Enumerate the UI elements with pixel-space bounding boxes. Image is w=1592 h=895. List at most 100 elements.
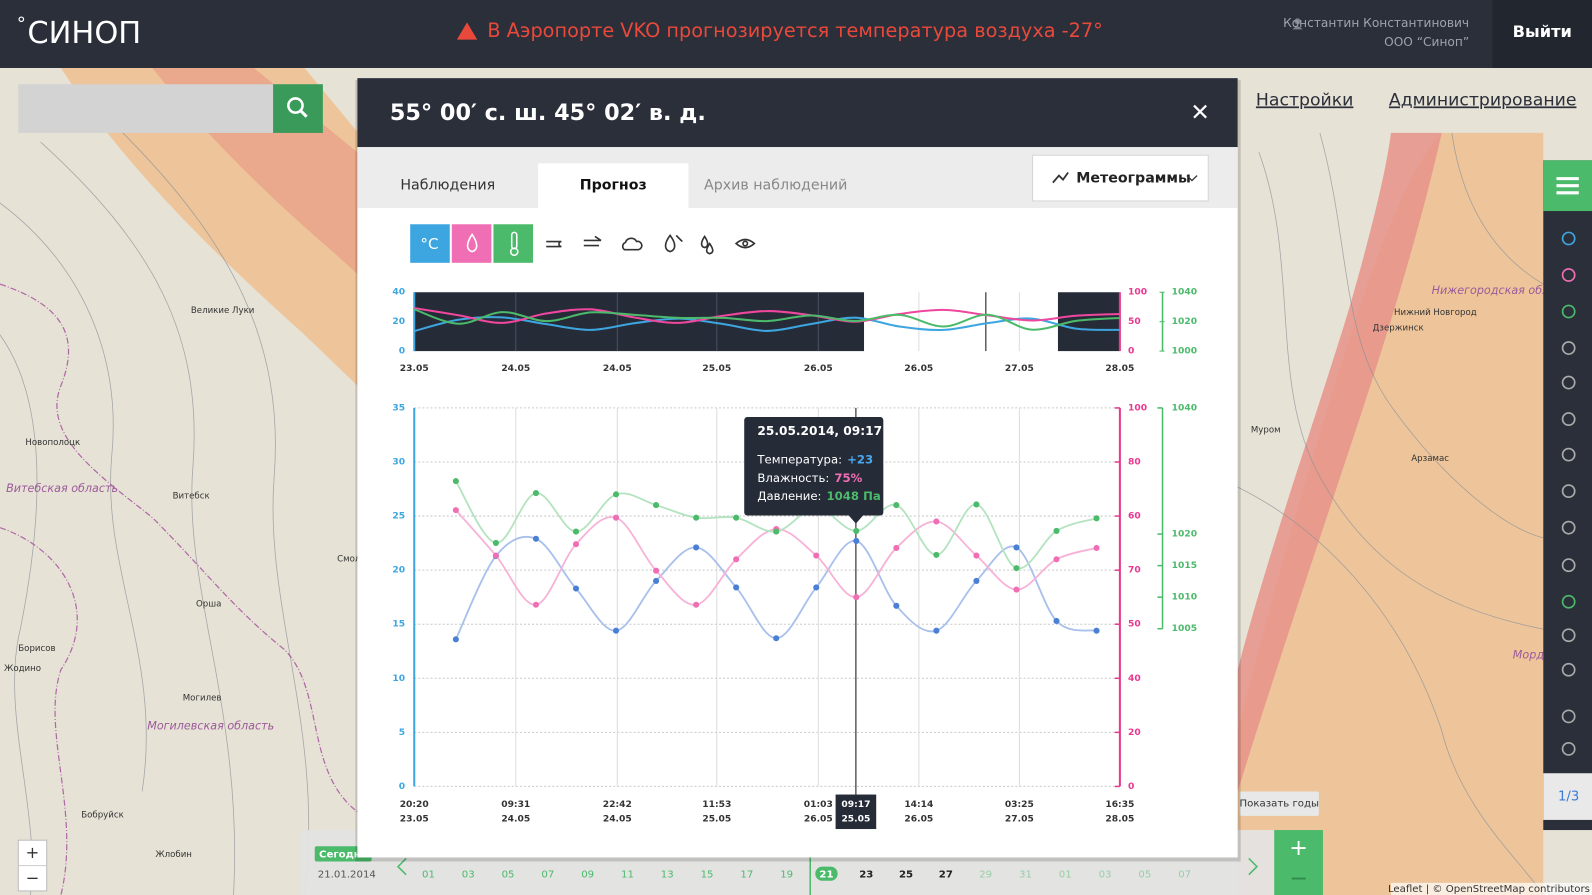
data-point	[973, 577, 980, 584]
sidebar-icon[interactable]	[1561, 628, 1576, 643]
timeline-day[interactable]: 29	[979, 870, 992, 881]
sidebar-icon[interactable]	[1561, 231, 1576, 246]
timeline-day[interactable]: 09	[581, 870, 594, 881]
cloud-icon[interactable]	[621, 237, 643, 251]
nav-link[interactable]: Администрирование	[1389, 90, 1577, 110]
sidebar-icon[interactable]	[1561, 268, 1576, 282]
sidebar-icon[interactable]	[1561, 558, 1576, 573]
sidebar-icon[interactable]	[1561, 375, 1576, 390]
y-tick-label: 25	[392, 512, 405, 522]
timeline-day[interactable]: 13	[661, 870, 674, 881]
sidebar-icon[interactable]	[1561, 594, 1576, 609]
temp-button[interactable]	[410, 224, 450, 263]
data-point	[653, 577, 660, 584]
visibility-icon[interactable]	[742, 240, 749, 247]
timeline-day[interactable]: 17	[740, 870, 753, 881]
overview-y3-tick-label: 1000	[1172, 347, 1197, 357]
zoom-out[interactable]: −	[26, 868, 40, 887]
x-tick-date: 25.05	[702, 814, 731, 824]
visibility-icon[interactable]	[734, 238, 756, 249]
y2-tick-label: 40	[1128, 674, 1141, 684]
sidebar-icon[interactable]	[1561, 662, 1576, 677]
logo-degree	[18, 16, 25, 23]
timeline-day[interactable]: 15	[701, 870, 714, 881]
timeline-day[interactable]: 31	[1019, 870, 1032, 881]
timeline-day[interactable]: 23	[859, 870, 873, 881]
timeline-day[interactable]: 07	[541, 870, 554, 881]
timeline-zoom[interactable]	[1274, 830, 1323, 895]
param-icons[interactable]	[546, 234, 756, 255]
timeline-day[interactable]: 25	[899, 870, 913, 881]
dew-icon[interactable]	[700, 234, 714, 255]
data-point	[693, 514, 700, 521]
sidebar-icon[interactable]	[1561, 412, 1576, 426]
humidity-button[interactable]	[451, 224, 492, 263]
timeline-day[interactable]: 05	[502, 870, 515, 881]
overview-line	[413, 316, 1120, 333]
sidebar-icon[interactable]	[1561, 484, 1576, 499]
zoom-in[interactable]: +	[26, 843, 40, 862]
data-point	[1053, 527, 1060, 534]
data-point	[1093, 515, 1100, 522]
y-tick-label: 0	[399, 782, 405, 792]
sidebar-icon[interactable]	[1561, 520, 1576, 535]
dropdown-icon	[1052, 171, 1069, 184]
data-point	[893, 502, 900, 509]
data-point	[733, 556, 740, 563]
logout-button[interactable]	[1492, 0, 1592, 68]
timeline-day[interactable]: 27	[939, 870, 953, 881]
dropdown-label[interactable]: Метеограммы	[1076, 171, 1191, 187]
x-tick-date: 26.05	[904, 814, 933, 824]
nav-link[interactable]: Настройки	[1256, 90, 1353, 110]
close-button[interactable]	[1193, 104, 1207, 119]
precip-icon[interactable]	[664, 234, 683, 253]
data-point	[452, 636, 459, 643]
y-tick-label: 35	[392, 403, 405, 413]
tab[interactable]: Прогноз	[580, 178, 647, 194]
timeline-day[interactable]: 01	[422, 870, 435, 881]
dropdown-caret	[1186, 175, 1198, 182]
tooltip-label: Температура:	[756, 452, 842, 466]
city-label: Великие Луки	[191, 306, 255, 316]
tab[interactable]: Архив наблюдений	[704, 178, 847, 194]
sidebar-icon[interactable]	[1561, 741, 1576, 756]
search-input[interactable]	[18, 84, 274, 133]
sidebar-icon[interactable]	[1561, 304, 1576, 319]
timeline-prev[interactable]	[396, 857, 407, 876]
timeline-day[interactable]: 01	[1059, 870, 1072, 881]
x-tick-date: 24.05	[603, 814, 632, 824]
data-point	[492, 552, 499, 559]
timeline-day[interactable]: 03	[462, 870, 475, 881]
timeline-day[interactable]: 07	[1178, 870, 1191, 881]
overview-date: 24.05	[603, 364, 632, 374]
pressure-button[interactable]	[493, 224, 534, 263]
data-point	[733, 514, 740, 521]
data-point	[1013, 565, 1020, 572]
timeline-minus[interactable]: −	[1289, 865, 1308, 891]
logout-label[interactable]: Выйти	[1513, 22, 1572, 41]
y-tick-label: 20	[392, 566, 405, 576]
data-point	[1093, 544, 1100, 552]
timeline-day[interactable]: 05	[1138, 870, 1151, 881]
tab[interactable]: Наблюдения	[400, 178, 495, 194]
sidebar-pager	[1543, 773, 1592, 820]
sidebar-icon[interactable]	[1561, 709, 1576, 724]
forecast-zone	[1237, 132, 1442, 792]
gust-icon[interactable]	[583, 235, 602, 247]
y3-tick-label: 1005	[1172, 624, 1197, 634]
close-icon[interactable]	[1193, 104, 1207, 119]
timeline-day[interactable]: 21	[819, 870, 833, 881]
search-button[interactable]	[273, 84, 323, 133]
timeline-day[interactable]: 03	[1099, 870, 1112, 881]
timeline-plus[interactable]: +	[1289, 835, 1308, 861]
overview-y3-tick-label: 1020	[1172, 317, 1197, 327]
temp-button-label[interactable]: °C	[420, 235, 438, 253]
search-icon	[287, 97, 304, 114]
timeline-day[interactable]: 19	[780, 870, 793, 881]
sidebar-icon[interactable]	[1561, 341, 1576, 355]
sidebar-icon[interactable]	[1561, 447, 1576, 462]
timeline-next[interactable]	[1248, 857, 1259, 876]
timeline-day[interactable]: 11	[621, 870, 634, 881]
y-tick-label: 5	[399, 728, 405, 738]
wind-icon[interactable]	[546, 240, 562, 248]
